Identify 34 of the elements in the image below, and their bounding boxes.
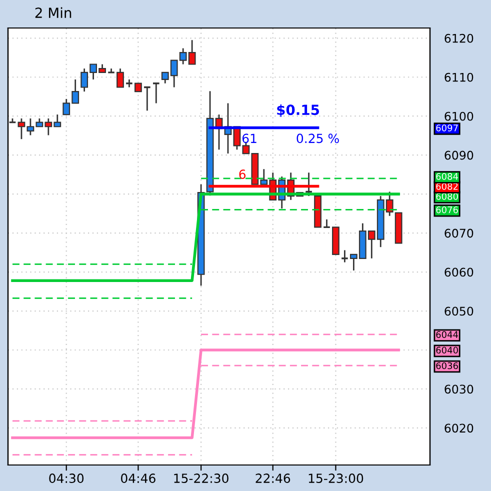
- y-tick-label: 6050: [444, 306, 474, 316]
- y2-tick-label: 6097: [436, 124, 458, 132]
- annotation: 6: [239, 170, 246, 179]
- candlestick: [322, 218, 331, 228]
- x-tick-label: 15-22:30: [174, 474, 228, 484]
- y-tick-label: 6070: [444, 228, 474, 238]
- y-tick-label: 6020: [444, 424, 474, 433]
- candlestick: [125, 78, 134, 88]
- candlestick: [340, 250, 349, 263]
- y2-tick-label: 6082: [436, 183, 458, 190]
- y2-tick-label: 6044: [436, 331, 458, 338]
- candlestick: [152, 82, 160, 104]
- y-tick-label: 6030: [444, 384, 474, 394]
- y-tick-label: 6100: [444, 112, 474, 121]
- chart-title: 2 Min: [35, 7, 72, 18]
- x-tick-label: 04:46: [121, 474, 156, 484]
- y-tick-label: 6110: [444, 72, 474, 82]
- annotation: 61: [242, 134, 256, 144]
- y2-tick-label: 6036: [436, 362, 458, 370]
- y2-tick-label: 6076: [436, 206, 458, 214]
- x-tick-label: 04:30: [49, 474, 84, 484]
- y2-tick-label: 6084: [436, 173, 458, 180]
- candlestick: [304, 172, 313, 197]
- candlestick: [116, 68, 124, 88]
- y2-tick-label: 6040: [436, 346, 458, 354]
- annotation: 0.25 %: [296, 134, 339, 144]
- annotation: $0.15: [277, 104, 320, 117]
- y-tick-label: 6090: [444, 150, 474, 160]
- x-tick-label: 15-23:00: [308, 474, 364, 484]
- y2-tick-label: 6080: [436, 193, 458, 200]
- candlestick: [143, 86, 152, 112]
- y-tick-label: 6120: [444, 34, 474, 43]
- x-tick-label: 22:46: [256, 474, 290, 484]
- y-tick-label: 6060: [444, 268, 474, 277]
